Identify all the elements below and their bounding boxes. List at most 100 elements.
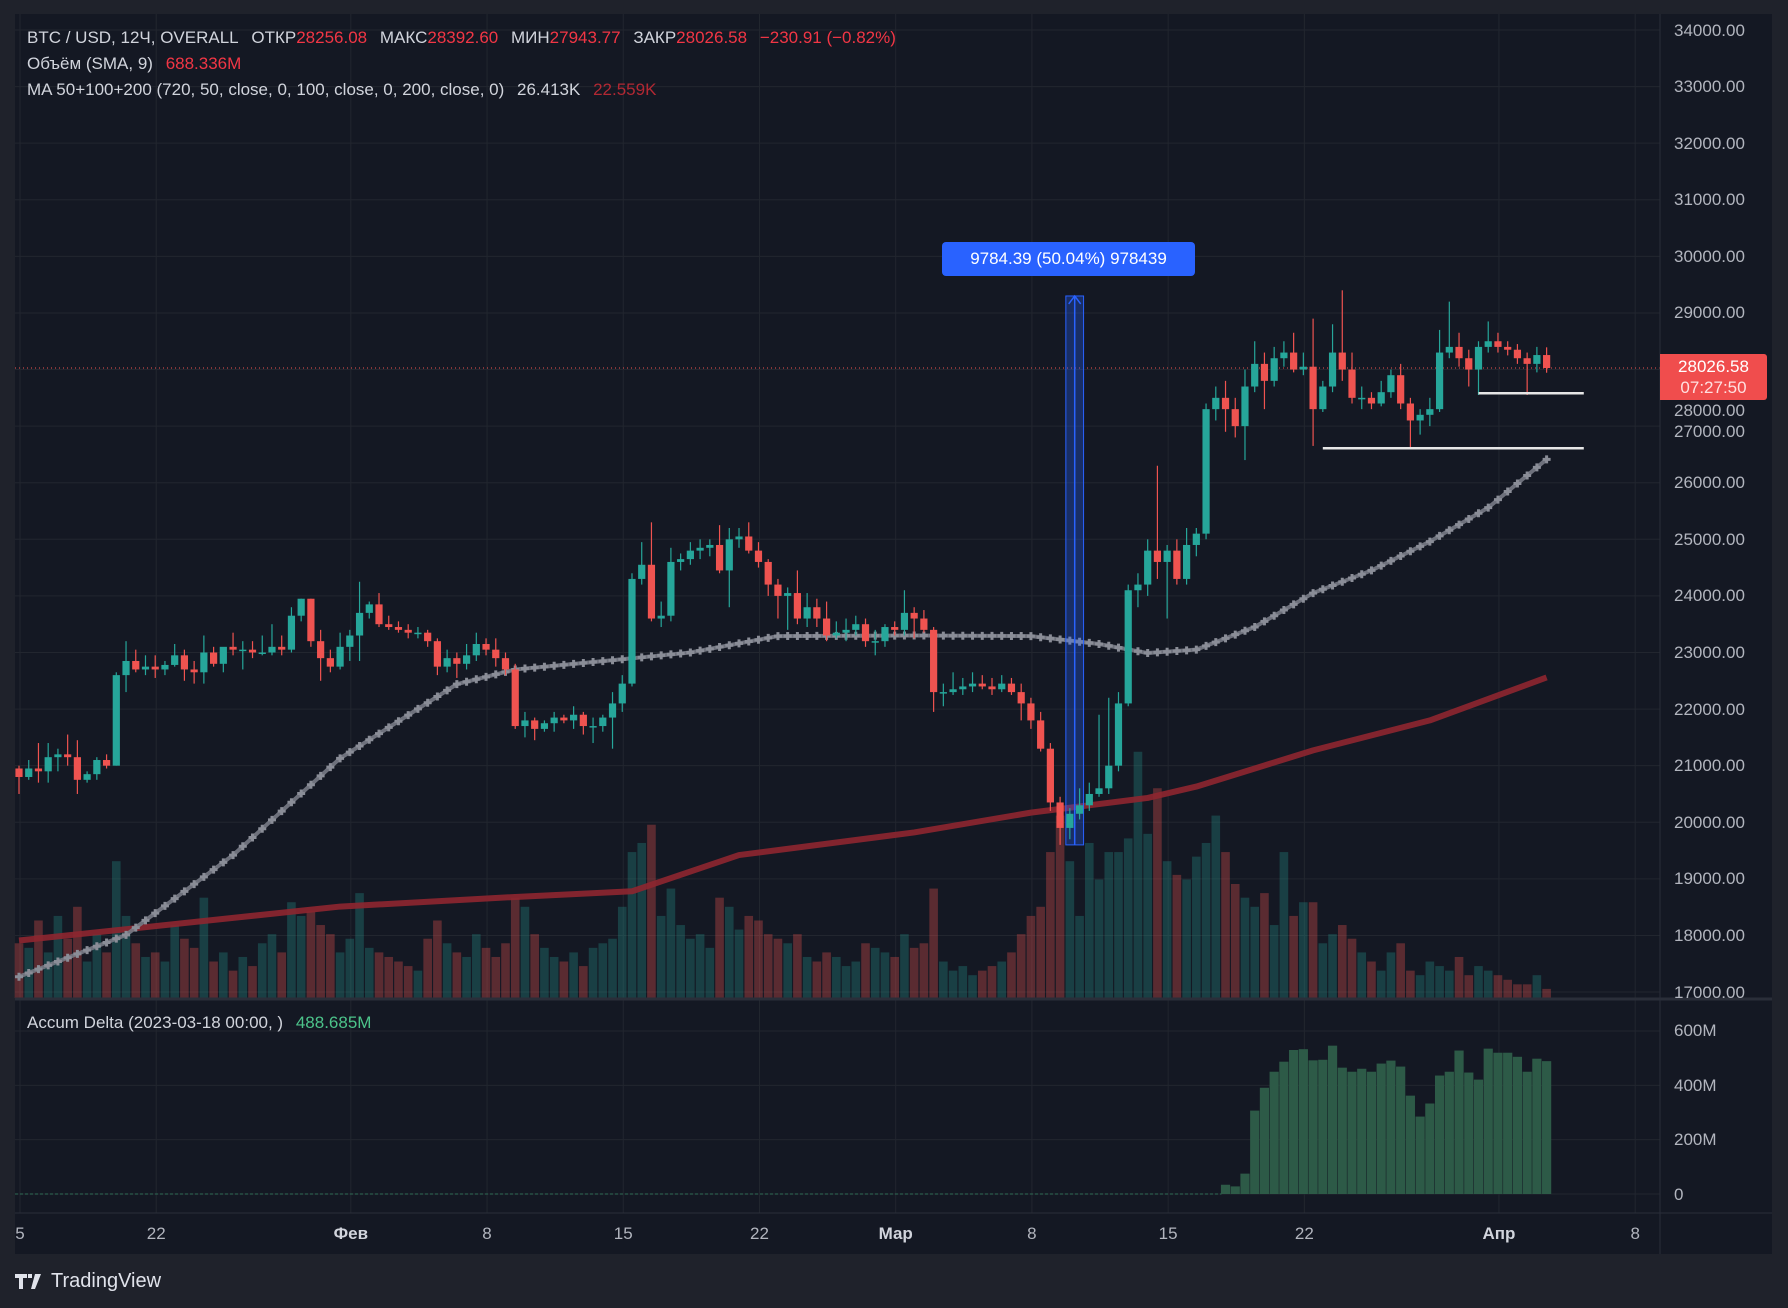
ma50-marker	[696, 646, 705, 655]
ma50-marker	[306, 780, 315, 789]
volume-bar	[939, 961, 948, 998]
delta-bar	[1240, 1173, 1250, 1194]
candle-up	[1270, 358, 1278, 381]
volume-bar	[1425, 961, 1435, 998]
candle-up	[1387, 375, 1395, 393]
volume-bar	[1036, 906, 1045, 998]
candle-up	[1533, 355, 1541, 364]
delta-bar	[1386, 1060, 1396, 1194]
volume-bar	[1474, 966, 1483, 998]
candle-up	[1416, 414, 1424, 421]
ma50-marker	[1095, 640, 1104, 649]
symbol-title[interactable]: BTC / USD, 12Ч, OVERALL	[27, 28, 239, 47]
candle-up	[686, 550, 694, 560]
volume-bar	[1503, 979, 1512, 998]
candle-down	[15, 768, 23, 777]
price-tick-label: 29000.00	[1674, 303, 1745, 323]
candle-up	[54, 754, 62, 758]
volume-bar	[822, 952, 831, 998]
volume-bar	[1396, 943, 1405, 998]
tradingview-logo[interactable]: TradingView	[15, 1270, 161, 1293]
volume-bar	[1114, 852, 1123, 998]
volume-bar	[1386, 952, 1396, 998]
delta-bar	[1503, 1052, 1513, 1194]
ma50-marker	[1513, 479, 1522, 488]
horizontal-lines[interactable]	[1322, 392, 1584, 450]
measure-tool[interactable]	[1065, 294, 1085, 846]
volume-bar	[345, 938, 355, 998]
volume-bar	[316, 925, 325, 998]
ma50-marker	[277, 807, 286, 816]
ma50-marker	[219, 858, 228, 867]
delta-bar	[1434, 1075, 1445, 1194]
time-tick-label: 22	[750, 1224, 769, 1243]
ma50-marker	[1357, 570, 1366, 579]
ma50-marker	[238, 842, 247, 851]
ma-legend[interactable]: MA 50+100+200 (720, 50, close, 0, 100, c…	[27, 80, 656, 100]
ma-legend-label: MA 50+100+200 (720, 50, close, 0, 100, c…	[27, 80, 505, 99]
volume-bar	[579, 966, 588, 998]
last-price-badge: 28026.58 07:27:50	[1660, 354, 1767, 400]
volume-bar	[1046, 852, 1055, 998]
time-tick-label: 5	[15, 1224, 25, 1243]
ma50-marker	[1464, 514, 1473, 523]
ma50-marker	[190, 880, 199, 889]
time-tick-label: 8	[482, 1224, 492, 1243]
candle-down	[190, 669, 198, 673]
volume-bar	[1104, 852, 1114, 998]
candle-up	[414, 632, 422, 635]
price-tick-label: 28000.00	[1674, 401, 1745, 420]
volume-bar	[1328, 934, 1337, 998]
volume-bar	[306, 911, 316, 998]
candle-up	[832, 632, 840, 636]
candle-up	[1192, 533, 1200, 545]
candle-up	[1299, 366, 1307, 370]
volume-bar	[637, 842, 647, 998]
volume-bar	[1055, 815, 1065, 998]
time-tick-label: Мар	[878, 1224, 913, 1243]
delta-legend[interactable]: Accum Delta (2023-03-18 00:00, ) 488.685…	[27, 1013, 371, 1033]
candle-down	[210, 652, 218, 664]
volume-bar	[997, 961, 1007, 998]
volume-bar	[1269, 925, 1279, 998]
candle-up	[83, 774, 91, 780]
candle-up	[696, 547, 704, 551]
candle-up	[1474, 346, 1483, 370]
volume-bar	[569, 952, 578, 998]
price-tick-label: 17000.00	[1674, 982, 1745, 1002]
candle-down	[180, 655, 189, 670]
candle-down	[1231, 409, 1239, 427]
candle-up	[628, 578, 636, 684]
volume-bar	[326, 934, 335, 998]
candle-down	[326, 658, 334, 667]
candle-up	[44, 757, 52, 772]
ma50-marker	[1445, 526, 1454, 535]
candle-down	[1465, 358, 1473, 370]
candle-up	[521, 720, 529, 727]
candle-up	[1435, 352, 1444, 410]
close-value: 28026.58	[676, 28, 748, 47]
volume-bar	[170, 925, 179, 998]
volume-bar	[277, 952, 287, 998]
candle-down	[1494, 341, 1502, 347]
price-tick-label: 21000.00	[1674, 756, 1745, 776]
ma50-marker	[1056, 635, 1065, 644]
low-value: 27943.77	[549, 28, 621, 47]
ma50-marker	[336, 754, 345, 763]
delta-tick-label: 200M	[1674, 1130, 1717, 1150]
ma50-marker	[24, 968, 33, 977]
price-tick-label: 19000.00	[1674, 869, 1745, 889]
volume-bar	[1445, 970, 1454, 998]
candle-up	[1426, 409, 1434, 415]
volume-legend[interactable]: Объём (SMA, 9) 688.336M	[27, 54, 241, 74]
volume-bar	[1464, 975, 1474, 998]
candle-up	[968, 683, 977, 687]
candle-up	[297, 598, 305, 616]
volume-bar	[1406, 970, 1415, 998]
ma50-marker	[394, 717, 403, 726]
volume-bar	[549, 956, 559, 998]
candle-down	[1027, 703, 1035, 721]
ma50-marker	[559, 660, 568, 669]
delta-bar	[1483, 1048, 1493, 1194]
